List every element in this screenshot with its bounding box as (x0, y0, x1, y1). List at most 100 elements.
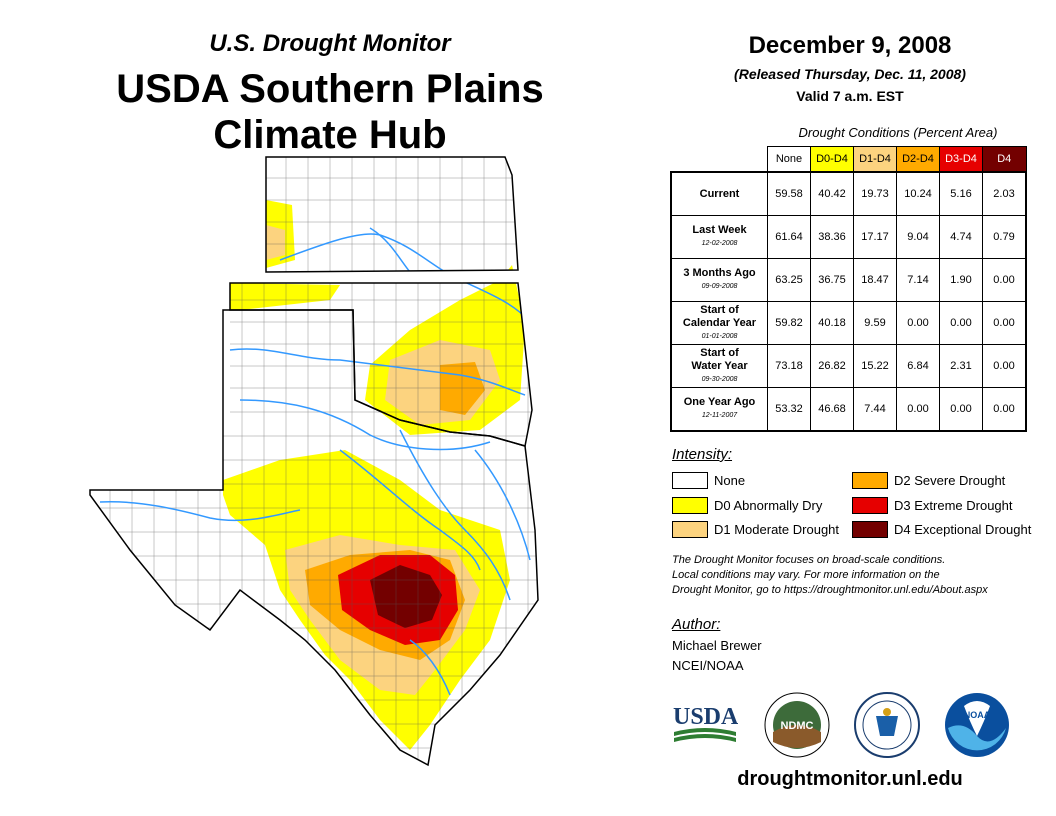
d2-area-oklahoma (440, 362, 485, 415)
table-cell: 7.14 (896, 258, 940, 302)
table-cell: 59.82 (767, 301, 811, 345)
row-date: 12-11-2007 (701, 412, 738, 419)
legend-label: D1 Moderate Drought (714, 522, 840, 537)
legend-label: D0 Abnormally Dry (714, 498, 823, 513)
table-cell: 38.36 (810, 215, 854, 259)
table-cell: 63.25 (767, 258, 811, 302)
note-line: Drought Monitor, go to https://droughtmo… (672, 584, 988, 596)
table-cell: 9.59 (853, 301, 897, 345)
map-title: USDA Southern Plains Climate Hub (60, 66, 600, 158)
table-cell: 0.00 (939, 301, 983, 345)
svg-text:NOAA: NOAA (964, 710, 991, 720)
table-cell: 0.00 (896, 301, 940, 345)
legend-label: D3 Extreme Drought (894, 498, 1013, 513)
d0-area-panhandle (230, 283, 340, 310)
table-cell: 36.75 (810, 258, 854, 302)
table-cell: 40.42 (810, 171, 854, 216)
legend-swatch-d0 (672, 497, 708, 514)
row-label: One Year Ago (683, 396, 756, 408)
row-date: 12-02-2008 (701, 240, 738, 247)
row-header: One Year Ago 12-11-2007 (670, 387, 768, 432)
author-heading: Author: (672, 616, 721, 633)
d1-area-west-kansas (266, 225, 285, 260)
table-cell: 6.84 (896, 344, 940, 388)
table-cell: 19.73 (853, 171, 897, 216)
table-caption: Drought Conditions (Percent Area) (798, 125, 998, 140)
table-cell: 18.47 (853, 258, 897, 302)
rivers (99, 227, 531, 696)
table-cell: 10.24 (896, 171, 940, 216)
release-date: (Released Thursday, Dec. 11, 2008) (734, 66, 966, 82)
column-header-none: None (767, 146, 811, 173)
note-line: The Drought Monitor focuses on broad-sca… (672, 554, 946, 566)
legend-item-d3: D3 Extreme Drought (852, 497, 1013, 514)
row-label: Start of (700, 346, 739, 359)
row-label: 3 Months Ago (683, 267, 756, 279)
row-label-line2: Calendar Year (682, 316, 757, 329)
table-cell: 7.44 (853, 387, 897, 432)
row-header: 3 Months Ago 09-09-2008 (670, 258, 768, 302)
column-header-d4: D4 (982, 146, 1027, 173)
column-header-d2-d4: D2-D4 (896, 146, 940, 173)
legend-swatch-d4 (852, 521, 888, 538)
table-cell: 0.79 (982, 215, 1027, 259)
column-header-d3-d4: D3-D4 (939, 146, 983, 173)
row-label: Current (699, 187, 740, 200)
table-row: Start of Water Year 09-30-2008 73.18 26.82 15… (670, 344, 1027, 388)
table-cell: 0.00 (896, 387, 940, 432)
map-subtitle: U.S. Drought Monitor (209, 30, 451, 57)
table-cell: 4.74 (939, 215, 983, 259)
table-cell: 59.58 (767, 171, 811, 216)
table-cell: 73.18 (767, 344, 811, 388)
table-row: Start of Calendar Year 01-01-2008 59.82 40.1… (670, 301, 1027, 345)
legend-item-d2: D2 Severe Drought (852, 472, 1005, 489)
table-cell: 46.68 (810, 387, 854, 432)
table-cell: 1.90 (939, 258, 983, 302)
row-date: 09-30-2008 (701, 375, 738, 383)
map-date: December 9, 2008 (748, 32, 952, 59)
table-cell: 2.03 (982, 171, 1027, 216)
row-label-line2: Water Year (691, 359, 748, 372)
valid-time: Valid 7 a.m. EST (796, 88, 904, 104)
legend-title: Intensity: (672, 446, 733, 463)
legend-swatch-d1 (672, 521, 708, 538)
table-cell: 0.00 (982, 258, 1027, 302)
usda-logo: USDA (673, 704, 738, 742)
ndmc-logo: NDMC (764, 692, 830, 758)
column-header-d0-d4: D0-D4 (810, 146, 854, 173)
title-line-2: Climate Hub (213, 113, 447, 157)
table-cell: 9.04 (896, 215, 940, 259)
row-label: Start of (700, 303, 739, 316)
legend-item-none: None (672, 472, 745, 489)
row-date: 01-01-2008 (701, 332, 738, 340)
drought-map (89, 156, 539, 767)
title-line-1: USDA Southern Plains (116, 67, 544, 111)
table-cell: 2.31 (939, 344, 983, 388)
kansas-boundary (265, 156, 519, 273)
row-header: Start of Calendar Year 01-01-2008 (670, 301, 768, 345)
table-body: Current 59.58 40.42 19.73 10.24 5.16 2.03 Last … (670, 171, 1027, 432)
legend-item-d4: D4 Exceptional Drought (852, 521, 1031, 538)
table-cell: 0.00 (982, 301, 1027, 345)
row-label: Last Week (692, 224, 747, 236)
author-organization: NCEI/NOAA (672, 658, 744, 673)
table-cell: 0.00 (982, 344, 1027, 388)
table-cell: 5.16 (939, 171, 983, 216)
row-date: 09-09-2008 (701, 283, 738, 290)
table-cell: 17.17 (853, 215, 897, 259)
legend-swatch-d3 (852, 497, 888, 514)
legend-swatch-d2 (852, 472, 888, 489)
table-corner (671, 147, 768, 173)
legend-swatch-none (672, 472, 708, 489)
table-cell: 0.00 (939, 387, 983, 432)
legend-label: None (714, 473, 746, 488)
table-cell: 0.00 (982, 387, 1027, 432)
column-header-d1-d4: D1-D4 (853, 146, 897, 173)
row-header: Current (670, 171, 768, 216)
author-name: Michael Brewer (672, 638, 762, 653)
table-cell: 40.18 (810, 301, 854, 345)
state-boundaries (89, 156, 539, 767)
note-line: Local conditions may vary. For more info… (672, 569, 940, 581)
legend-item-d1: D1 Moderate Drought (672, 521, 839, 538)
svg-text:NDMC: NDMC (781, 720, 814, 732)
